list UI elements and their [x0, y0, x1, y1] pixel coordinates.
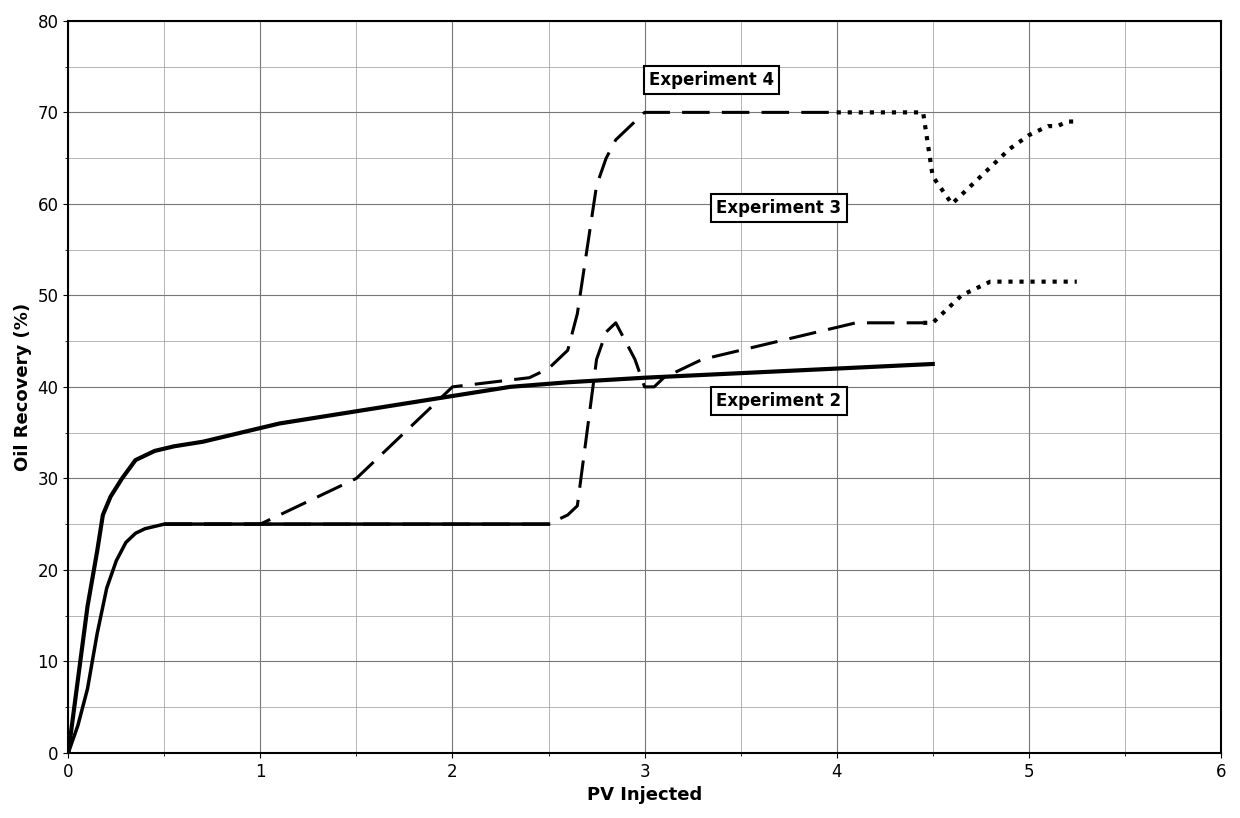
Y-axis label: Oil Recovery (%): Oil Recovery (%) [14, 303, 32, 471]
Text: Experiment 2: Experiment 2 [717, 392, 842, 410]
X-axis label: PV Injected: PV Injected [587, 786, 702, 804]
Text: Experiment 4: Experiment 4 [650, 71, 774, 89]
Text: Experiment 3: Experiment 3 [717, 200, 842, 218]
